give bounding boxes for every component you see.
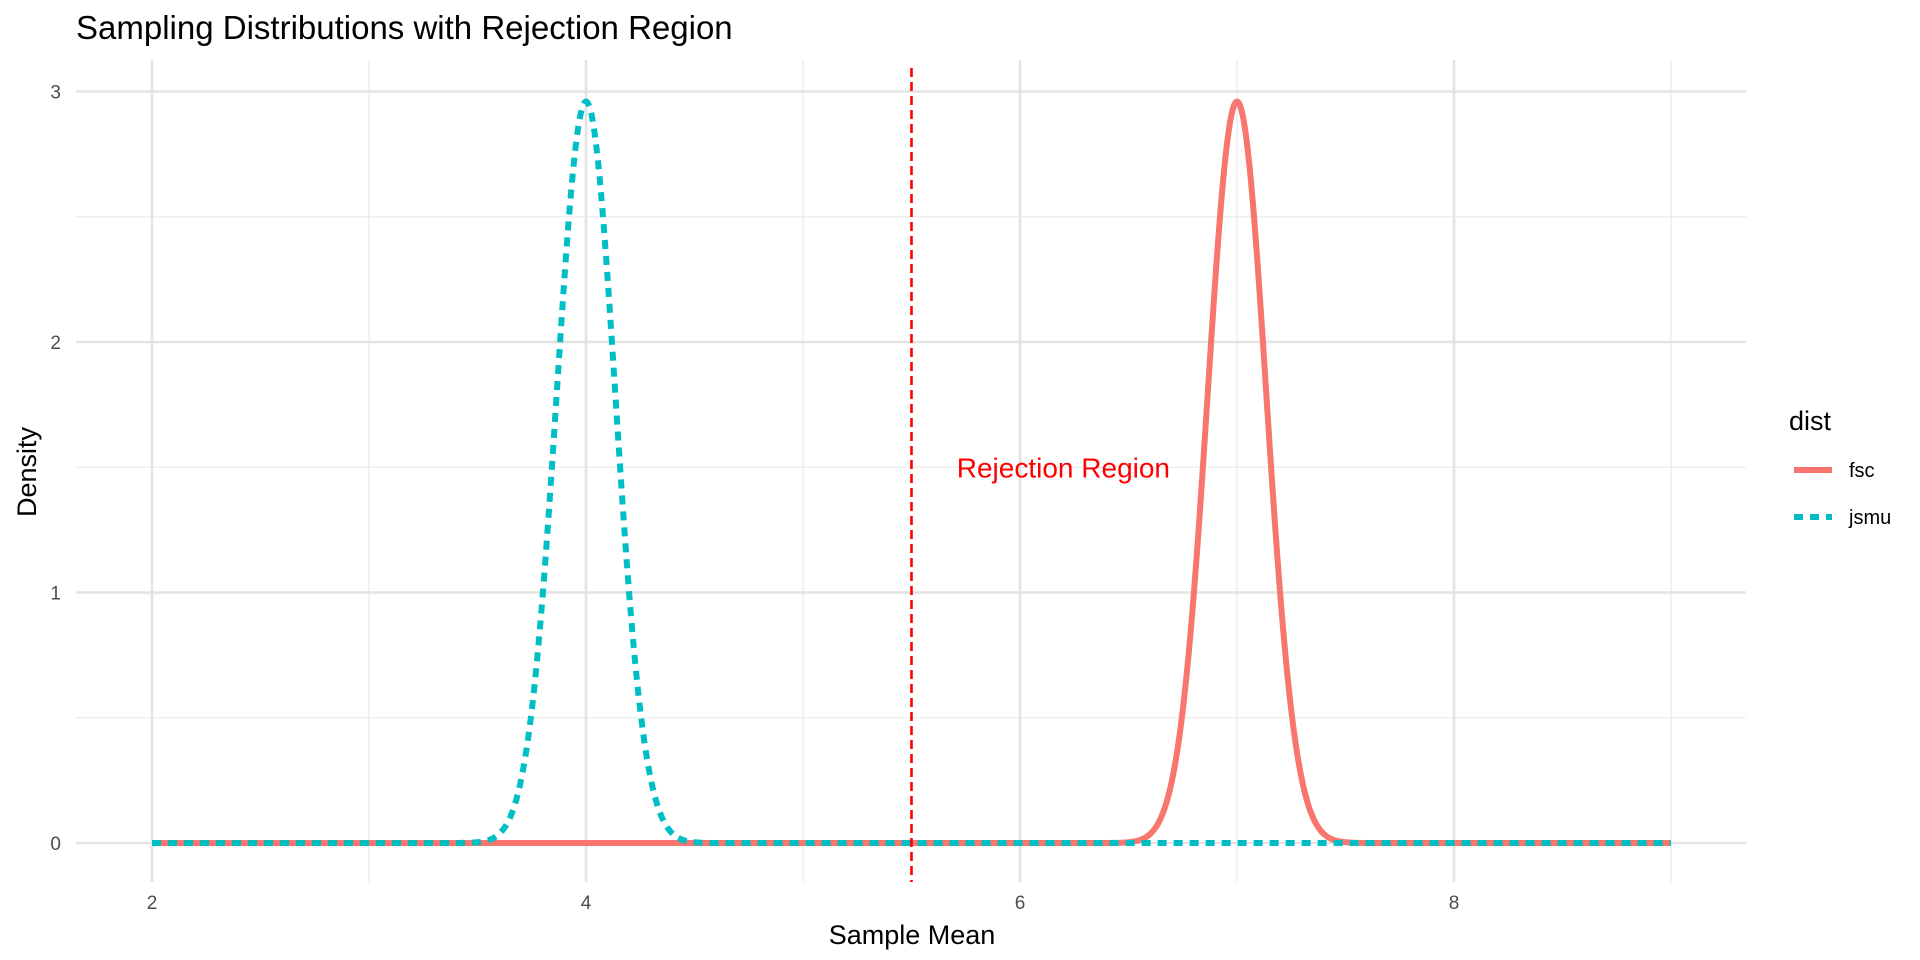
x-tick-label: 6 bbox=[1015, 893, 1026, 914]
x-tick-label: 8 bbox=[1449, 893, 1460, 914]
legend-title: dist bbox=[1789, 406, 1832, 436]
y-tick-label: 1 bbox=[50, 584, 61, 605]
x-tick-label: 2 bbox=[147, 893, 158, 914]
x-axis-title: Sample Mean bbox=[829, 920, 996, 950]
reference-layer: Rejection Region bbox=[910, 68, 1170, 882]
y-tick-label: 2 bbox=[50, 333, 61, 354]
chart-title: Sampling Distributions with Rejection Re… bbox=[76, 9, 733, 46]
y-tick-label: 3 bbox=[50, 83, 61, 104]
legend-label-jsmu: jsmu bbox=[1848, 507, 1891, 529]
rejection-region-label: Rejection Region bbox=[957, 452, 1170, 483]
legend-label-fsc: fsc bbox=[1849, 460, 1875, 482]
y-tick-label: 0 bbox=[50, 834, 61, 855]
series-line-jsmu bbox=[150, 98, 1673, 846]
tick-labels: 2 4 6 8 0 1 2 3 bbox=[50, 83, 1459, 915]
legend: dist fsc jsmu bbox=[1789, 406, 1891, 529]
x-tick-label: 4 bbox=[581, 893, 592, 914]
y-axis-title: Density bbox=[12, 426, 42, 517]
